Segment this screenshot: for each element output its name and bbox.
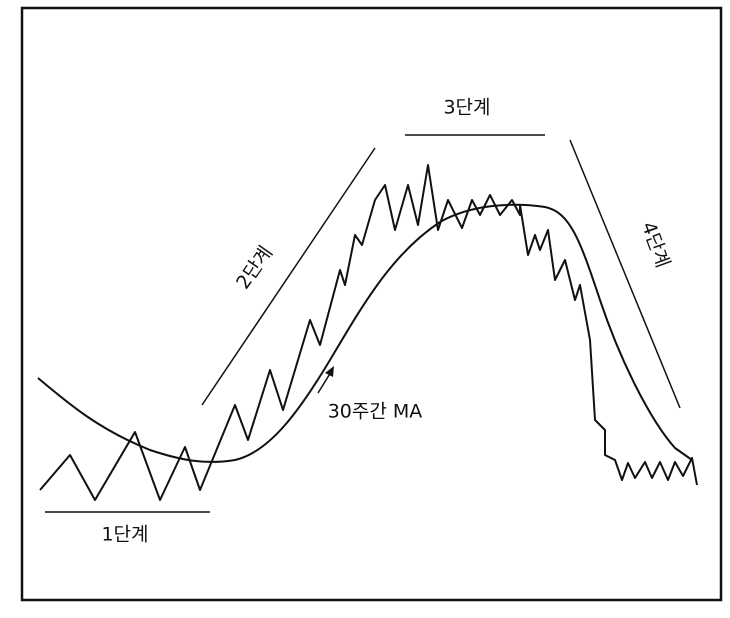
ma-arrow	[317, 371, 332, 394]
stage-label: 1단계	[101, 524, 148, 546]
stage-4-line	[569, 139, 681, 409]
ma-arrow-head	[325, 366, 334, 377]
frame	[20, 6, 723, 602]
price-line	[39, 164, 698, 501]
stage-label: 3단계	[443, 97, 490, 119]
ma-label: 30주간 MA	[328, 401, 423, 423]
moving-average-curve	[37, 203, 693, 463]
stage-2-line	[201, 147, 376, 406]
